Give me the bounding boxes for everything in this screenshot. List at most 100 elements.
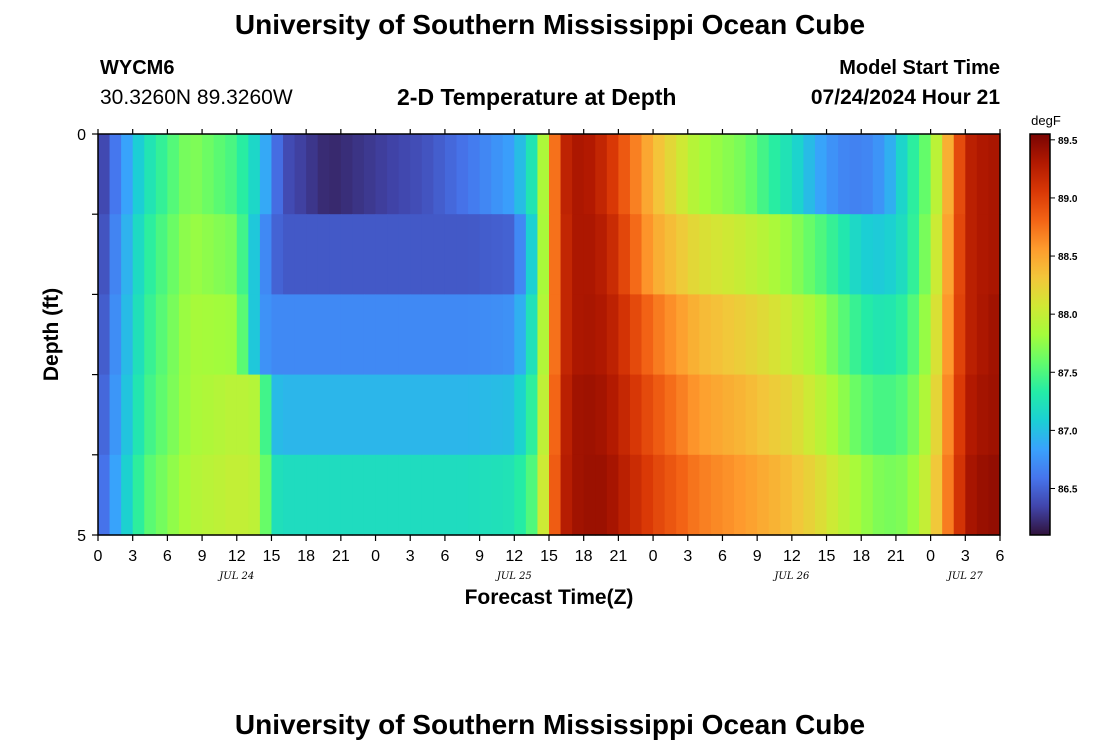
heatmap-cell <box>213 374 226 456</box>
x-tick-label: 21 <box>887 548 905 565</box>
heatmap-cell <box>884 294 897 376</box>
heatmap-cell <box>306 294 319 376</box>
heatmap-cell <box>606 134 619 215</box>
heatmap-cell <box>710 134 724 215</box>
x-tick-label: 0 <box>371 548 380 565</box>
heatmap-cell <box>502 214 515 295</box>
heatmap-cell <box>190 214 203 295</box>
heatmap-cell <box>768 294 781 376</box>
heatmap-cell <box>178 374 192 456</box>
heatmap-cell <box>606 214 619 295</box>
heatmap-cell <box>872 214 885 295</box>
x-tick-label: 3 <box>683 548 692 565</box>
heatmap-cell <box>780 374 793 456</box>
heatmap-cell <box>352 454 365 536</box>
heatmap-cell <box>294 134 307 215</box>
heatmap-cell <box>456 374 469 456</box>
heatmap-cell <box>167 214 180 295</box>
heatmap-cell <box>387 454 400 536</box>
x-tick-label: 12 <box>783 548 801 565</box>
x-tick-label: 3 <box>128 548 137 565</box>
x-tick-label: 6 <box>996 548 1005 565</box>
heatmap-cell <box>595 374 608 456</box>
heatmap-cell <box>155 374 168 456</box>
heatmap-cell <box>410 454 423 536</box>
heatmap-cell <box>942 134 955 215</box>
heatmap-cell <box>387 134 400 215</box>
heatmap-cell <box>387 374 400 456</box>
heatmap-cell <box>803 374 816 456</box>
x-tick-label: 21 <box>609 548 627 565</box>
heatmap-cell <box>398 294 411 376</box>
heatmap-cell <box>329 214 342 295</box>
footer-title: University of Southern Mississippi Ocean… <box>234 709 866 740</box>
heatmap-cell <box>641 374 654 456</box>
heatmap-cell <box>641 294 654 376</box>
heatmap-cell <box>780 294 793 376</box>
heatmap-cell <box>144 374 157 456</box>
heatmap-cell <box>757 214 770 295</box>
heatmap-cell <box>629 294 643 376</box>
station-id: WYCM6 <box>100 57 175 79</box>
heatmap-cell <box>572 134 585 215</box>
heatmap-cell <box>271 294 284 376</box>
heatmap-cell <box>560 294 573 376</box>
heatmap-cell <box>283 214 296 295</box>
heatmap-cell <box>190 374 203 456</box>
heatmap-cell <box>132 454 145 536</box>
x-tick-label: 9 <box>753 548 762 565</box>
heatmap-cell <box>560 374 573 456</box>
heatmap-cell <box>294 294 307 376</box>
model-start-value: 07/24/2024 Hour 21 <box>810 86 1000 109</box>
heatmap-cell <box>791 214 805 295</box>
heatmap-cell <box>537 374 550 456</box>
heatmap-cell <box>849 374 862 456</box>
heatmap-cell <box>757 454 770 536</box>
heatmap-cell <box>178 134 192 215</box>
heatmap-cell <box>329 294 342 376</box>
heatmap-cell <box>930 374 943 456</box>
heatmap-cell <box>965 134 978 215</box>
model-start-label: Model Start Time <box>839 57 1000 79</box>
heatmap-cell <box>618 294 631 376</box>
heatmap-cell <box>676 294 689 376</box>
heatmap-cell <box>734 454 747 536</box>
heatmap-cell <box>572 374 585 456</box>
heatmap-cell <box>757 294 770 376</box>
heatmap-cell <box>167 374 180 456</box>
heatmap-cell <box>826 214 839 295</box>
heatmap-cell <box>976 454 990 536</box>
heatmap-cell <box>525 454 539 536</box>
heatmap-cell <box>236 134 249 215</box>
heatmap-cell <box>283 134 296 215</box>
heatmap-cell <box>109 454 122 536</box>
heatmap-cell <box>572 454 585 536</box>
heatmap-cell <box>202 294 215 376</box>
heatmap-cell <box>410 134 423 215</box>
heatmap-cell <box>687 134 700 215</box>
heatmap-cell <box>895 134 909 215</box>
heatmap-cell <box>780 214 793 295</box>
heatmap-cell <box>433 134 446 215</box>
heatmap-cell <box>907 214 920 295</box>
heatmap-cell <box>190 294 203 376</box>
heatmap-cell <box>664 294 677 376</box>
heatmap-cell <box>791 134 805 215</box>
heatmap-cell <box>791 454 805 536</box>
heatmap-cell <box>387 294 400 376</box>
heatmap-cell <box>583 294 596 376</box>
heatmap-cell <box>953 214 966 295</box>
heatmap-cell <box>838 374 851 456</box>
heatmap-cell <box>271 214 284 295</box>
heatmap-cell <box>803 454 816 536</box>
heatmap-cell <box>433 294 446 376</box>
heatmap-cell <box>248 214 261 295</box>
heatmap-cell <box>109 294 122 376</box>
heatmap-cell <box>387 214 400 295</box>
x-tick-label: 0 <box>649 548 658 565</box>
heatmap-cell <box>976 134 990 215</box>
heatmap-cell <box>722 134 735 215</box>
heatmap-cell <box>375 214 388 295</box>
heatmap-cell <box>468 134 481 215</box>
heatmap-cell <box>664 134 677 215</box>
